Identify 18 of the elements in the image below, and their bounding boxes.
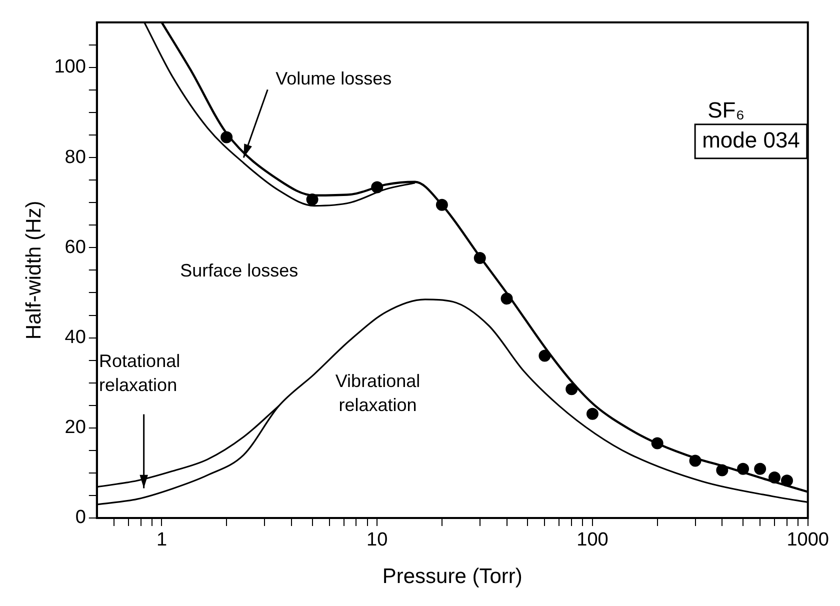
annotation: Surface losses [180, 260, 298, 281]
y-tick-label: 0 [75, 507, 86, 528]
x-tick-label: 1 [156, 530, 168, 551]
x-tick-label: 10 [366, 530, 388, 551]
y-tick-label: 40 [64, 327, 86, 348]
annotation: Volume losses [276, 68, 392, 89]
y-tick-label: 60 [64, 236, 86, 258]
y-axis-title: Half-width (Hz) [22, 200, 46, 340]
annotation: Rotational relaxation [99, 351, 180, 396]
annotation: mode 034 [702, 127, 800, 152]
y-tick-label: 100 [54, 56, 86, 78]
y-tick-label: 20 [64, 417, 86, 438]
annotation: Vibrational relaxation [335, 371, 420, 416]
y-tick-label: 80 [64, 146, 86, 168]
x-tick-label: 100 [576, 530, 608, 551]
x-axis-title: Pressure (Torr) [382, 565, 522, 588]
annotation: SF₆ [708, 98, 745, 123]
x-tick-label: 1000 [786, 530, 830, 551]
